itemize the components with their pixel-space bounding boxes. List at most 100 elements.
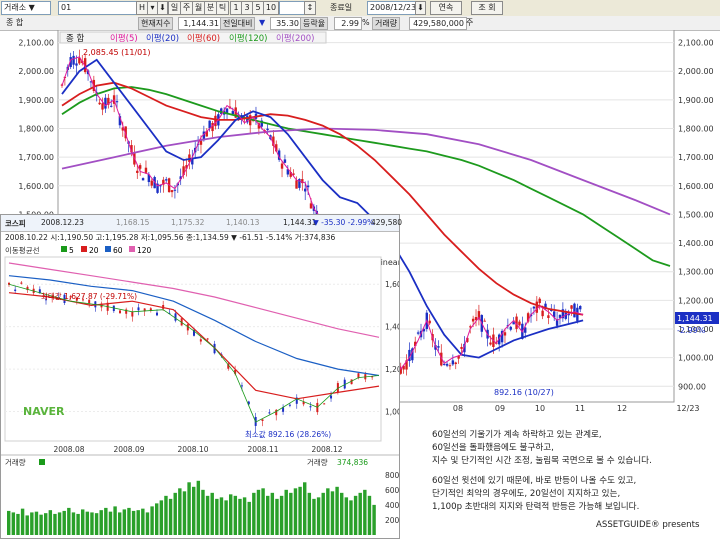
main-candle-body bbox=[567, 313, 570, 316]
main-candle-body bbox=[121, 127, 124, 131]
naver-volume-bar bbox=[233, 495, 238, 535]
main-candle-body bbox=[564, 312, 567, 319]
naver-y-tick: 1,600 bbox=[385, 280, 399, 289]
arrow-down-icon[interactable]: ⬇ bbox=[157, 1, 168, 15]
period-button-month[interactable]: 월 bbox=[192, 1, 205, 15]
main-candle-body bbox=[101, 103, 104, 110]
naver-volume-bar bbox=[20, 508, 25, 535]
naver-candle-body bbox=[38, 289, 41, 294]
naver-volume-bar bbox=[155, 503, 159, 535]
naver-chart-panel: 코스피 2008.12.23 1,168.15 1,175.32 1,140.1… bbox=[0, 214, 402, 539]
naver-volume-bar bbox=[261, 488, 265, 535]
main-candle-body bbox=[301, 179, 304, 184]
naver-volume-bar bbox=[307, 492, 312, 535]
naver-legend-120: 120 bbox=[137, 246, 152, 255]
main-y-tick-right: 1,100.00 bbox=[678, 325, 714, 334]
code-input[interactable]: 01 bbox=[58, 1, 138, 15]
index-name: 종 합 bbox=[6, 18, 24, 27]
interval-button-10[interactable]: 10 bbox=[263, 1, 279, 15]
naver-scale-label[interactable]: linear bbox=[378, 258, 399, 267]
naver-series-line bbox=[8, 275, 380, 377]
main-candle-body bbox=[170, 190, 174, 193]
main-candle-body bbox=[474, 317, 478, 321]
main-candle-body bbox=[147, 174, 151, 183]
calendar-arrow-icon[interactable]: ⬇ bbox=[415, 1, 426, 15]
naver-volume-bar bbox=[164, 495, 168, 535]
main-candle-body bbox=[573, 303, 576, 318]
naver-candle-body bbox=[69, 296, 72, 298]
naver-volume-bar bbox=[16, 513, 20, 535]
main-y-tick-left: 1,800.00 bbox=[18, 125, 54, 134]
naver-volume-bar bbox=[71, 512, 76, 535]
naver-x-tick: 2008.10 bbox=[177, 445, 208, 454]
quote-bar: 종 합 현재지수 1,144.31 전일대비 ▼ 35.30 등락율 2.99 … bbox=[0, 16, 720, 31]
naver-candle-body bbox=[309, 406, 312, 408]
main-y-axis-right: 900.00 1,000.00 1,100.00 1,200.00 1,300.00 1,… bbox=[678, 39, 714, 392]
naver-tab-title[interactable]: 코스피 bbox=[5, 219, 26, 228]
main-candle-body bbox=[191, 158, 194, 165]
naver-volume-bar bbox=[122, 509, 127, 535]
naver-volume-bar bbox=[349, 500, 353, 535]
period-button-tick[interactable]: 틱 bbox=[216, 1, 229, 15]
main-candle-body bbox=[214, 115, 217, 127]
dropdown-arrow-icon: ▼ bbox=[28, 3, 35, 12]
main-candle-body bbox=[199, 139, 203, 145]
naver-tab-change: ▼ -35.30 -2.99% bbox=[313, 218, 375, 227]
query-button[interactable]: 조 회 bbox=[471, 1, 503, 15]
legend-prefix: 종 합 bbox=[66, 34, 85, 44]
naver-candle-body bbox=[26, 286, 29, 291]
naver-volume-bar bbox=[57, 512, 62, 535]
main-candle-body bbox=[289, 172, 292, 177]
main-candle-body bbox=[283, 159, 287, 163]
naver-volume-bar bbox=[67, 507, 71, 535]
naver-candle-body bbox=[336, 383, 339, 393]
naver-volume-y-axis: 200 400 600 800 bbox=[385, 471, 399, 525]
naver-y-tick: 1,400 bbox=[385, 323, 399, 332]
main-legend: 종 합 이평(5) 이평(20) 이평(60) 이평(120) 이평(200) bbox=[59, 31, 327, 44]
naver-volume-bar bbox=[150, 506, 154, 535]
naver-candle-body bbox=[330, 395, 333, 399]
main-candle-body bbox=[440, 352, 443, 366]
last-value-badge bbox=[675, 312, 719, 324]
naver-candle-body bbox=[186, 324, 189, 331]
naver-volume-bar bbox=[145, 512, 150, 535]
spin-icon[interactable]: ↕ bbox=[304, 1, 316, 15]
main-candle-body bbox=[266, 128, 269, 131]
last-change-label: -2.99% bbox=[677, 326, 706, 335]
main-candle-body bbox=[280, 163, 284, 169]
naver-volume-bar bbox=[205, 495, 210, 535]
naver-x-tick: 2008.08 bbox=[53, 445, 84, 454]
naver-volume-bar bbox=[25, 515, 29, 535]
naver-volume-bar bbox=[293, 488, 298, 535]
main-candle-body bbox=[460, 346, 463, 349]
naver-x-tick: 2008.12 bbox=[311, 445, 342, 454]
main-candle-body bbox=[257, 123, 261, 129]
naver-tab-bar: 코스피 2008.12.23 1,168.15 1,175.32 1,140.1… bbox=[1, 215, 402, 232]
naver-tab-date: 2008.12.23 bbox=[41, 218, 84, 227]
main-x-tick: 10 bbox=[535, 404, 545, 413]
naver-candle-body bbox=[75, 297, 78, 301]
legend-ma120: 이평(120) bbox=[229, 33, 268, 44]
main-candle-body bbox=[445, 363, 449, 366]
continuous-button[interactable]: 연속 bbox=[430, 1, 462, 15]
main-candle-body bbox=[202, 131, 206, 141]
main-candle-body bbox=[434, 345, 437, 350]
interval-button-1[interactable]: 1 bbox=[230, 1, 242, 15]
market-select[interactable]: 거래소 ▼ bbox=[1, 1, 51, 15]
end-date-input[interactable]: 2008/12/23 bbox=[367, 1, 419, 15]
main-x-tick: 09 bbox=[495, 404, 505, 413]
period-button-day[interactable]: 일 bbox=[168, 1, 181, 15]
naver-candle-body bbox=[199, 339, 202, 342]
main-candle-body bbox=[104, 97, 107, 109]
market-value: 거래소 bbox=[4, 3, 27, 12]
rate-unit: % bbox=[362, 18, 370, 27]
naver-volume-bar bbox=[358, 492, 362, 535]
main-candle-body bbox=[306, 185, 310, 188]
down-arrow-icon: ▼ bbox=[259, 18, 266, 27]
main-candle-body bbox=[500, 330, 504, 343]
naver-candle-body bbox=[180, 318, 183, 326]
naver-volume-bar bbox=[90, 512, 94, 535]
main-candle-body bbox=[185, 165, 188, 169]
note-line-6: 1,100p 초반대의 지지와 탄력적 반등은 가능해 보입니다. bbox=[432, 502, 640, 512]
naver-volume-bar bbox=[298, 486, 302, 535]
